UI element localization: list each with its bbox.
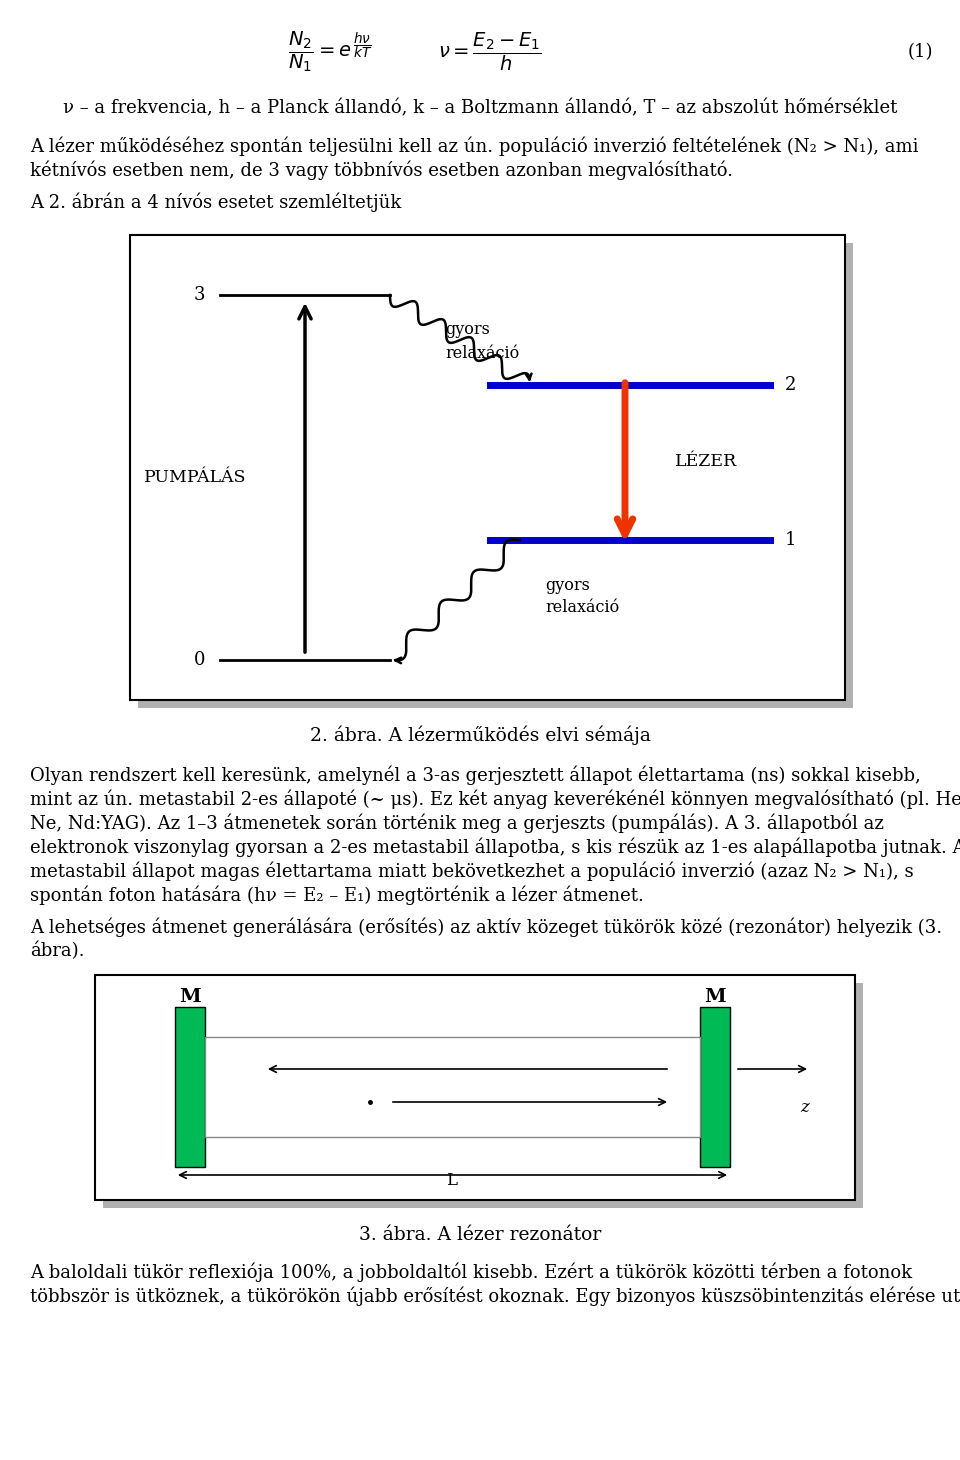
Text: PUMPÁLÁS: PUMPÁLÁS: [144, 469, 247, 486]
Text: A baloldali tükör reflexiója 100%, a jobboldaltól kisebb. Ezért a tükörök között: A baloldali tükör reflexiója 100%, a job…: [30, 1263, 912, 1282]
Bar: [700, 1007, 730, 1167]
Text: 3. ábra. A lézer rezonátor: 3. ábra. A lézer rezonátor: [359, 1226, 601, 1244]
Text: metastabil állapot magas élettartama miatt bekövetkezhet a populáció inverzió (a: metastabil állapot magas élettartama mia…: [30, 861, 914, 880]
Text: 1: 1: [785, 531, 797, 549]
Text: spontán foton hatására (hν = E₂ – E₁) megtörténik a lézer átmenet.: spontán foton hatására (hν = E₂ – E₁) me…: [30, 885, 644, 905]
Text: A 2. ábrán a 4 nívós esetet szemléltetjük: A 2. ábrán a 4 nívós esetet szemléltetjü…: [30, 193, 401, 212]
Text: relaxáció: relaxáció: [545, 600, 619, 616]
Bar: [138, 242, 853, 708]
Bar: [103, 983, 863, 1207]
Text: Olyan rendszert kell keresünk, amelynél a 3-as gerjesztett állapot élettartama (: Olyan rendszert kell keresünk, amelynél …: [30, 765, 921, 785]
Text: gyors: gyors: [445, 321, 490, 339]
Text: A lézer működéséhez spontán teljesülni kell az ún. populáció inverzió feltételén: A lézer működéséhez spontán teljesülni k…: [30, 136, 919, 156]
Text: z: z: [801, 1098, 809, 1115]
Text: többször is ütköznek, a tükörökön újabb erősítést okoznak. Egy bizonyos küszsöbi: többször is ütköznek, a tükörökön újabb …: [30, 1286, 960, 1305]
Bar: [95, 975, 855, 1200]
Text: M: M: [705, 988, 726, 1006]
Text: 3: 3: [194, 286, 205, 304]
Text: M: M: [180, 988, 201, 1006]
Text: 2: 2: [785, 377, 797, 394]
Text: (1): (1): [907, 42, 933, 61]
Bar: [205, 1037, 700, 1137]
Bar: [130, 235, 845, 699]
Text: LÉZER: LÉZER: [675, 454, 737, 470]
Text: A lehetséges átmenet generálására (erősítés) az aktív közeget tükörök közé (rezo: A lehetséges átmenet generálására (erősí…: [30, 917, 942, 937]
Text: ν – a frekvencia, h – a Planck állandó, k – a Boltzmann állandó, T – az abszolút: ν – a frekvencia, h – a Planck állandó, …: [62, 99, 898, 117]
Text: $\dfrac{N_2}{N_1} = e^{\,\dfrac{h\nu}{kT}}$: $\dfrac{N_2}{N_1} = e^{\,\dfrac{h\nu}{kT…: [288, 29, 372, 74]
Text: L: L: [446, 1172, 458, 1188]
Text: 2. ábra. A lézerműködés elvi sémája: 2. ábra. A lézerműködés elvi sémája: [309, 726, 651, 745]
Text: elektronok viszonylag gyorsan a 2-es metastabil állapotba, s kis részük az 1-es : elektronok viszonylag gyorsan a 2-es met…: [30, 837, 960, 857]
Text: mint az ún. metastabil 2-es állapoté (~ μs). Ez két anyag keverékénél könnyen me: mint az ún. metastabil 2-es állapoté (~ …: [30, 790, 960, 809]
Text: relaxáció: relaxáció: [445, 345, 519, 362]
Text: $\nu = \dfrac{E_2 - E_1}{h}$: $\nu = \dfrac{E_2 - E_1}{h}$: [438, 31, 542, 73]
Text: ábra).: ábra).: [30, 942, 84, 961]
Text: kétnívós esetben nem, de 3 vagy többnívós esetben azonban megvalósítható.: kétnívós esetben nem, de 3 vagy többnívó…: [30, 161, 733, 180]
Text: gyors: gyors: [545, 577, 589, 594]
Text: Ne, Nd:YAG). Az 1–3 átmenetek során történik meg a gerjeszts (pumpálás). A 3. ál: Ne, Nd:YAG). Az 1–3 átmenetek során tört…: [30, 813, 884, 832]
Bar: [175, 1007, 205, 1167]
Text: 0: 0: [194, 651, 205, 669]
